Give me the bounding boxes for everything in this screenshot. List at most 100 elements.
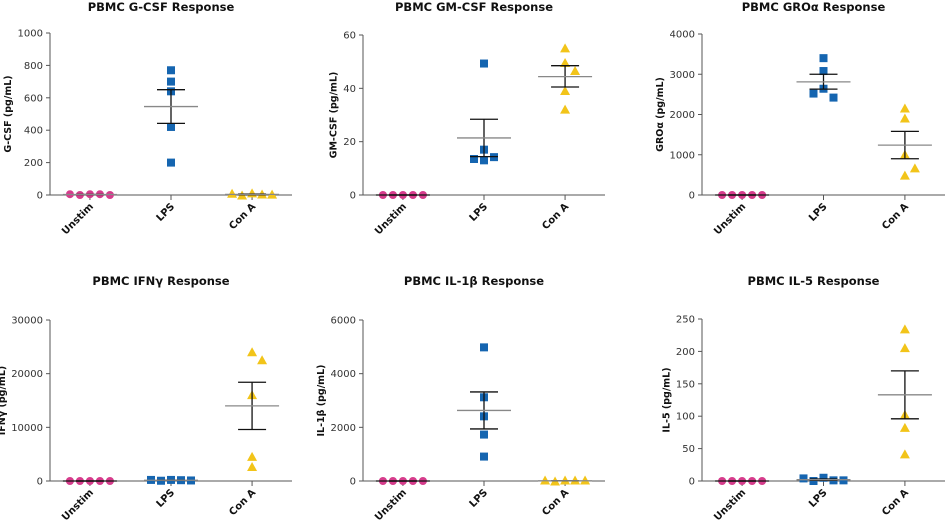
y-tick-label: 30000 bbox=[11, 316, 43, 327]
chart-title: PBMC IFNγ Response bbox=[92, 274, 229, 288]
x-tick-label: Unstim bbox=[60, 201, 96, 237]
y-tick-label: 20000 bbox=[11, 369, 43, 380]
y-tick-label: 2000 bbox=[331, 423, 356, 434]
chart-title: PBMC IL-5 Response bbox=[748, 274, 880, 288]
y-tick-label: 4000 bbox=[331, 369, 356, 380]
data-point-con-a bbox=[899, 324, 910, 334]
x-tick-label: Unstim bbox=[712, 201, 748, 237]
data-point-con-a bbox=[909, 163, 920, 173]
x-tick-label: Con A bbox=[880, 487, 911, 518]
x-tick-label: LPS bbox=[468, 201, 491, 224]
y-axis-label: G-CSF (pg/mL) bbox=[3, 75, 14, 152]
data-point-lps bbox=[480, 430, 488, 439]
y-tick-label: 60 bbox=[343, 31, 356, 42]
data-point-con-a bbox=[570, 66, 581, 75]
data-point-con-a bbox=[257, 355, 268, 365]
data-point-con-a bbox=[899, 113, 910, 123]
x-tick-label: Unstim bbox=[373, 201, 409, 237]
y-tick-label: 0 bbox=[37, 477, 43, 488]
y-axis-label: IFNγ (pg/mL) bbox=[0, 366, 8, 435]
data-point-lps bbox=[480, 343, 488, 352]
data-point-con-a bbox=[560, 104, 571, 114]
data-point-con-a bbox=[247, 451, 258, 461]
y-tick-label: 20 bbox=[343, 137, 356, 148]
y-axis-label: IL-5 (pg/mL) bbox=[661, 367, 672, 432]
data-point-con-a bbox=[899, 422, 910, 432]
data-point-con-a bbox=[560, 86, 571, 95]
data-point-lps bbox=[480, 156, 488, 165]
data-point-con-a bbox=[899, 343, 910, 353]
data-point-lps bbox=[480, 59, 488, 68]
y-axis-label: IL-1β (pg/mL) bbox=[316, 365, 327, 437]
chart-panel-2: PBMC GM-CSF Response 0 20 40 60 GM-CSF (pg/mL… bbox=[329, 0, 605, 237]
x-tick-label: Con A bbox=[540, 487, 571, 518]
y-tick-label: 4000 bbox=[670, 30, 695, 41]
data-point-con-a bbox=[247, 462, 258, 472]
y-tick-label: 0 bbox=[37, 191, 43, 202]
x-tick-label: Con A bbox=[227, 201, 258, 232]
chart-panel-1: PBMC G-CSF Response 0 200 400 600 800 1000 G-CS… bbox=[3, 0, 292, 237]
chart-panel-6: PBMC IL-5 Response 0 50 100 150 200 250 IL-5 (p… bbox=[661, 274, 945, 523]
y-tick-label: 50 bbox=[682, 444, 695, 455]
chart-panel-5: PBMC IL-1β Response 0 2000 4000 6000 IL-1β (p… bbox=[316, 274, 605, 523]
chart-title: PBMC GM-CSF Response bbox=[395, 0, 553, 14]
x-tick-label: Con A bbox=[540, 201, 571, 232]
data-point-con-a bbox=[899, 170, 910, 180]
data-point-con-a bbox=[227, 188, 238, 198]
y-tick-label: 10000 bbox=[11, 423, 43, 434]
data-point-lps bbox=[167, 77, 175, 86]
x-tick-label: Unstim bbox=[60, 487, 96, 523]
data-point-lps bbox=[819, 54, 828, 63]
data-point-con-a bbox=[580, 475, 591, 485]
y-tick-label: 0 bbox=[350, 191, 356, 202]
data-point-lps bbox=[167, 66, 175, 75]
data-point-con-a bbox=[899, 103, 910, 113]
y-tick-label: 1000 bbox=[18, 29, 43, 40]
chart-panel-4: PBMC IFNγ Response 0 10000 20000 30000 IFNγ (… bbox=[0, 274, 292, 523]
x-tick-label: Con A bbox=[227, 487, 258, 518]
data-point-lps bbox=[480, 452, 488, 461]
x-tick-label: LPS bbox=[468, 487, 491, 510]
x-tick-label: LPS bbox=[155, 201, 178, 224]
y-tick-label: 100 bbox=[676, 412, 695, 423]
data-point-con-a bbox=[247, 188, 258, 198]
y-axis-label: GROα (pg/mL) bbox=[655, 77, 666, 152]
y-tick-label: 3000 bbox=[670, 70, 695, 81]
data-point-lps bbox=[167, 158, 175, 167]
y-tick-label: 250 bbox=[676, 315, 695, 326]
x-tick-label: Unstim bbox=[712, 487, 748, 523]
data-point-lps bbox=[799, 474, 808, 483]
x-tick-label: LPS bbox=[807, 201, 830, 224]
data-point-con-a bbox=[247, 347, 258, 357]
chart-title: PBMC GROα Response bbox=[742, 0, 886, 14]
y-axis-label: GM-CSF (pg/mL) bbox=[329, 72, 340, 159]
data-point-lps bbox=[819, 67, 828, 76]
x-tick-label: Unstim bbox=[373, 487, 409, 523]
x-tick-label: LPS bbox=[155, 487, 178, 510]
y-tick-label: 6000 bbox=[331, 316, 356, 327]
data-point-lps bbox=[809, 89, 818, 98]
y-tick-label: 1000 bbox=[670, 150, 695, 161]
y-tick-label: 400 bbox=[24, 126, 43, 137]
data-point-lps bbox=[829, 93, 838, 102]
y-tick-label: 200 bbox=[676, 347, 695, 358]
chart-title: PBMC G-CSF Response bbox=[88, 0, 235, 14]
data-point-lps bbox=[167, 122, 175, 131]
y-tick-label: 150 bbox=[676, 379, 695, 390]
data-point-con-a bbox=[540, 475, 551, 485]
x-tick-label: Con A bbox=[880, 201, 911, 232]
y-tick-label: 0 bbox=[689, 191, 695, 202]
y-tick-label: 600 bbox=[24, 93, 43, 104]
y-tick-label: 0 bbox=[350, 477, 356, 488]
x-tick-label: LPS bbox=[807, 487, 830, 510]
y-tick-label: 40 bbox=[343, 84, 356, 95]
y-tick-label: 200 bbox=[24, 158, 43, 169]
data-point-lps bbox=[819, 473, 828, 482]
data-point-con-a bbox=[899, 449, 910, 459]
chart-title: PBMC IL-1β Response bbox=[404, 274, 544, 288]
data-point-lps bbox=[470, 155, 478, 163]
y-tick-label: 800 bbox=[24, 61, 43, 72]
y-tick-label: 0 bbox=[689, 477, 695, 488]
data-point-con-a bbox=[560, 58, 571, 67]
